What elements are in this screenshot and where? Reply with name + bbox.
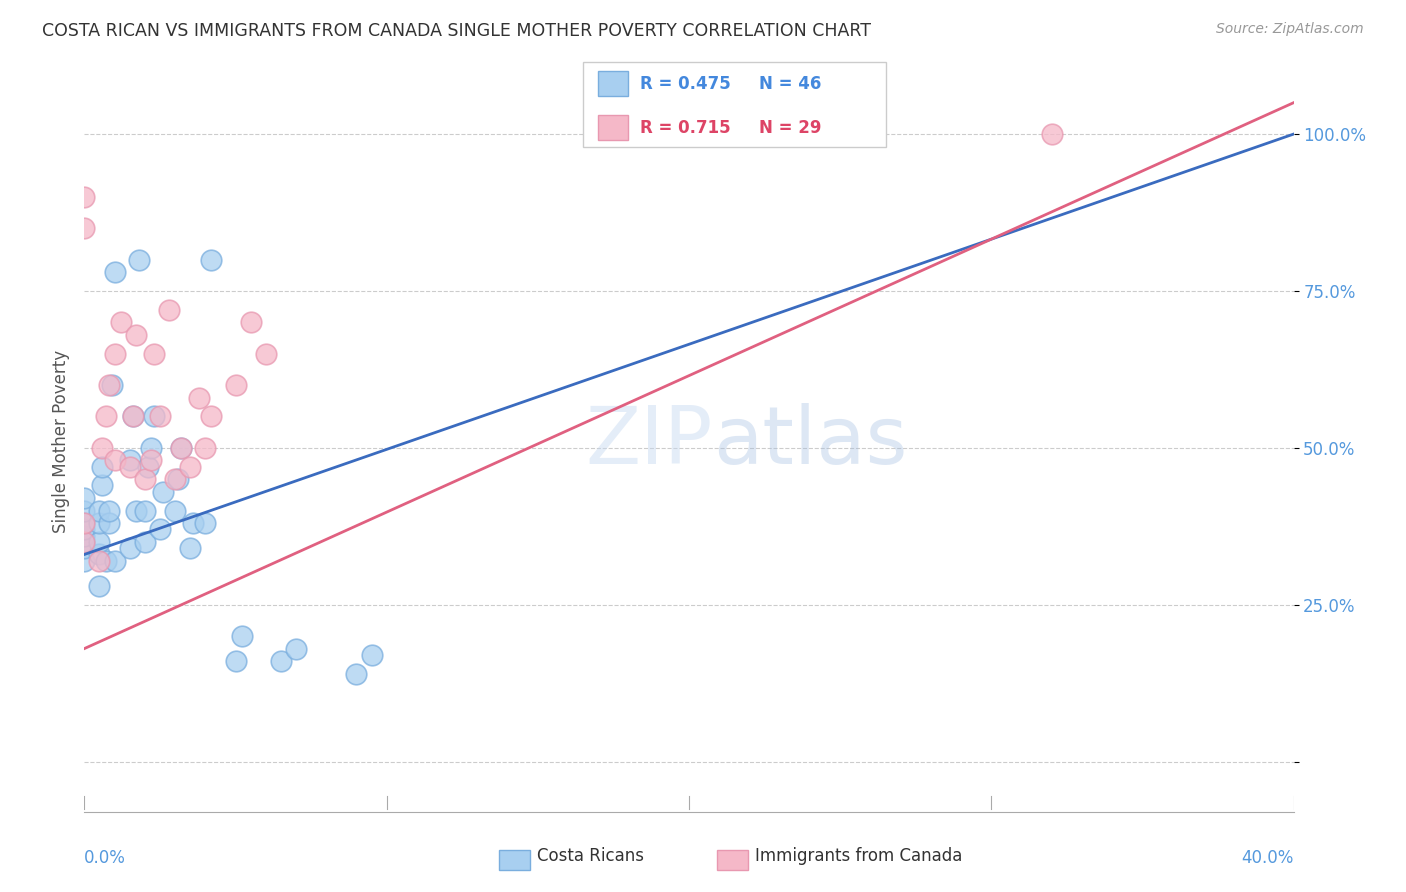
- Point: [346, 666, 368, 681]
- Point: [89, 548, 111, 562]
- Point: [89, 579, 111, 593]
- Point: [149, 409, 172, 424]
- Point: [94, 409, 117, 424]
- Point: [254, 347, 277, 361]
- Point: [136, 459, 159, 474]
- Point: [139, 441, 162, 455]
- Point: [134, 472, 156, 486]
- Point: [285, 641, 308, 656]
- Point: [97, 378, 120, 392]
- Point: [104, 347, 127, 361]
- Point: [118, 453, 141, 467]
- Point: [188, 391, 211, 405]
- Point: [134, 535, 156, 549]
- Point: [270, 654, 292, 668]
- Point: [170, 441, 193, 455]
- Point: [89, 554, 111, 568]
- Point: [142, 409, 165, 424]
- Point: [134, 503, 156, 517]
- Point: [89, 535, 111, 549]
- Text: R = 0.715: R = 0.715: [640, 119, 730, 136]
- Text: R = 0.475: R = 0.475: [640, 75, 731, 93]
- Point: [179, 541, 201, 556]
- Point: [125, 503, 148, 517]
- Point: [97, 503, 120, 517]
- Point: [1040, 127, 1063, 141]
- Point: [91, 441, 114, 455]
- Point: [152, 484, 174, 499]
- Point: [165, 472, 187, 486]
- Point: [231, 629, 253, 643]
- Point: [179, 459, 201, 474]
- Point: [225, 654, 247, 668]
- Point: [125, 327, 148, 342]
- Point: [97, 516, 120, 530]
- Point: [91, 459, 114, 474]
- Text: 0.0%: 0.0%: [84, 849, 127, 867]
- Text: ZIP: ZIP: [586, 402, 713, 481]
- Point: [91, 478, 114, 492]
- Point: [167, 472, 190, 486]
- Text: Costa Ricans: Costa Ricans: [537, 847, 644, 865]
- Text: COSTA RICAN VS IMMIGRANTS FROM CANADA SINGLE MOTHER POVERTY CORRELATION CHART: COSTA RICAN VS IMMIGRANTS FROM CANADA SI…: [42, 22, 872, 40]
- Point: [225, 378, 247, 392]
- Text: Immigrants from Canada: Immigrants from Canada: [755, 847, 962, 865]
- Text: 40.0%: 40.0%: [1241, 849, 1294, 867]
- Point: [89, 516, 111, 530]
- Point: [73, 522, 96, 536]
- Point: [121, 409, 143, 424]
- Point: [73, 535, 96, 549]
- Point: [73, 491, 96, 505]
- Point: [73, 535, 96, 549]
- Point: [73, 190, 96, 204]
- Point: [73, 503, 96, 517]
- Point: [121, 409, 143, 424]
- Point: [128, 252, 150, 267]
- Point: [94, 554, 117, 568]
- Point: [239, 315, 262, 329]
- Point: [73, 516, 96, 530]
- Point: [100, 378, 122, 392]
- Point: [157, 302, 180, 317]
- Point: [73, 516, 96, 530]
- Point: [73, 541, 96, 556]
- Text: Source: ZipAtlas.com: Source: ZipAtlas.com: [1216, 22, 1364, 37]
- Point: [104, 265, 127, 279]
- Point: [73, 529, 96, 543]
- Point: [73, 554, 96, 568]
- Point: [118, 459, 141, 474]
- Point: [142, 347, 165, 361]
- Point: [200, 252, 222, 267]
- Point: [200, 409, 222, 424]
- Point: [110, 315, 132, 329]
- Point: [181, 516, 204, 530]
- Point: [104, 554, 127, 568]
- Point: [194, 516, 217, 530]
- Y-axis label: Single Mother Poverty: Single Mother Poverty: [52, 350, 70, 533]
- Text: N = 29: N = 29: [759, 119, 821, 136]
- Point: [118, 541, 141, 556]
- Point: [73, 221, 96, 235]
- Point: [149, 522, 172, 536]
- Point: [104, 453, 127, 467]
- Text: atlas: atlas: [713, 402, 907, 481]
- Point: [360, 648, 382, 662]
- Text: N = 46: N = 46: [759, 75, 821, 93]
- Point: [89, 503, 111, 517]
- Point: [165, 503, 187, 517]
- Point: [170, 441, 193, 455]
- Point: [139, 453, 162, 467]
- Point: [194, 441, 217, 455]
